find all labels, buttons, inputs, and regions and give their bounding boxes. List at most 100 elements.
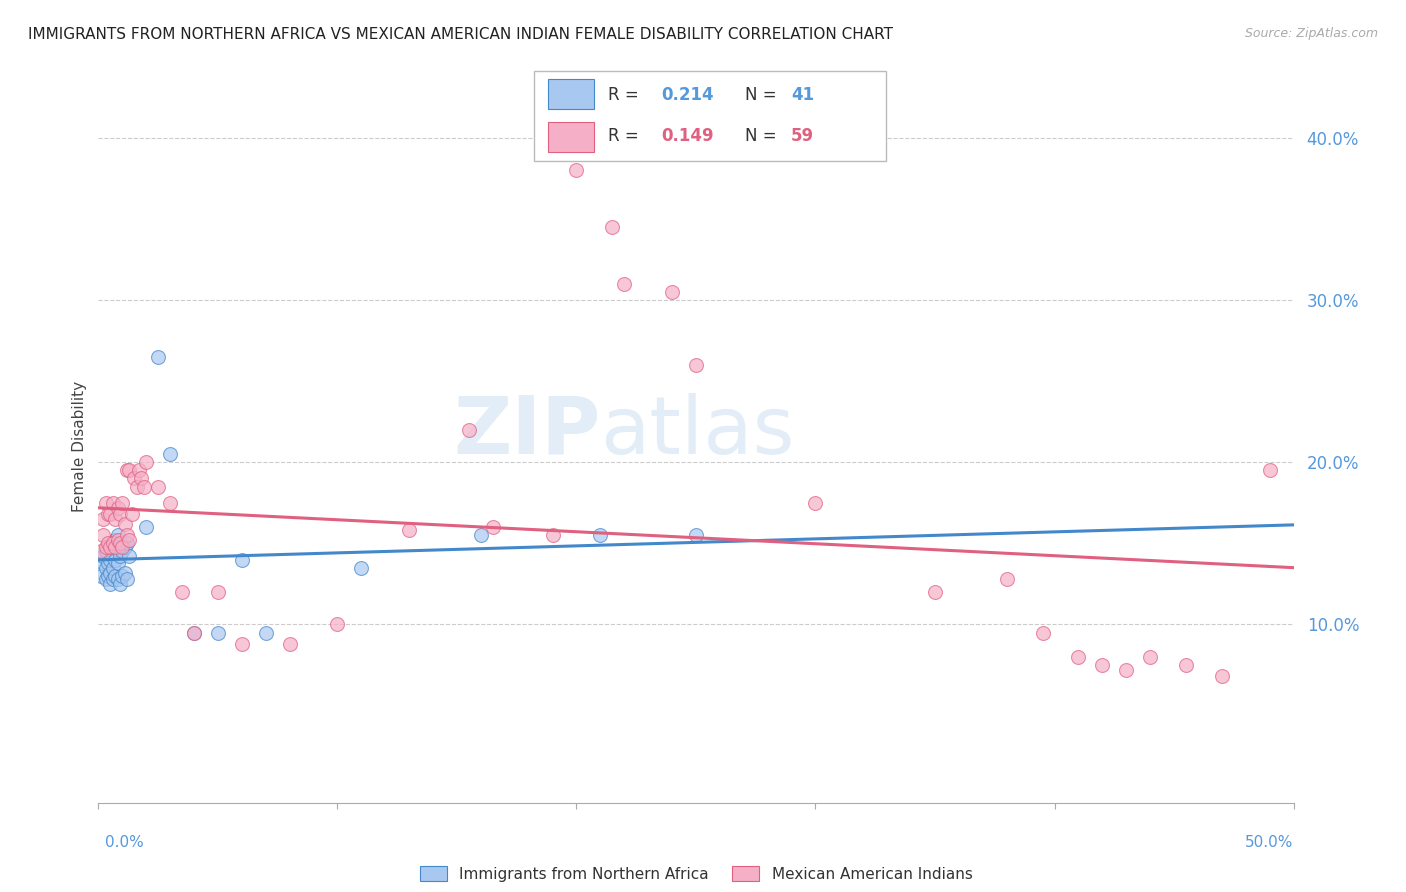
Point xyxy=(101,536,124,550)
Point xyxy=(159,447,181,461)
Point xyxy=(91,549,114,564)
Point xyxy=(97,536,120,550)
Point xyxy=(481,520,505,534)
Point xyxy=(104,540,127,554)
Point xyxy=(121,507,143,521)
Point xyxy=(104,512,127,526)
Point xyxy=(231,552,253,566)
Point xyxy=(97,568,120,582)
Point xyxy=(600,220,623,235)
Text: N =: N = xyxy=(745,86,782,103)
Point xyxy=(107,528,129,542)
Point xyxy=(661,285,683,299)
Point xyxy=(98,577,122,591)
Point xyxy=(125,479,148,493)
Point xyxy=(1032,625,1054,640)
Point xyxy=(94,572,117,586)
Point xyxy=(97,540,120,554)
Point xyxy=(108,507,131,521)
Point xyxy=(207,585,229,599)
Point xyxy=(148,479,170,493)
Point xyxy=(94,544,117,558)
Point xyxy=(1139,649,1161,664)
Point xyxy=(94,496,117,510)
Point xyxy=(101,560,124,574)
Point xyxy=(685,358,707,372)
Point xyxy=(128,463,150,477)
Point xyxy=(114,540,136,554)
Point xyxy=(124,471,146,485)
FancyBboxPatch shape xyxy=(534,71,886,161)
Text: R =: R = xyxy=(609,128,644,145)
Point xyxy=(118,533,141,547)
Text: atlas: atlas xyxy=(600,392,794,471)
Point xyxy=(114,566,136,580)
Point xyxy=(101,536,124,550)
Point xyxy=(111,540,134,554)
Text: ZIP: ZIP xyxy=(453,392,600,471)
Text: N =: N = xyxy=(745,128,782,145)
Point xyxy=(114,516,136,531)
Y-axis label: Female Disability: Female Disability xyxy=(72,380,87,512)
Point xyxy=(159,496,181,510)
Point xyxy=(111,496,134,510)
Point xyxy=(90,544,112,558)
Text: 59: 59 xyxy=(790,128,814,145)
Point xyxy=(104,552,127,566)
Point xyxy=(118,549,141,564)
Text: 50.0%: 50.0% xyxy=(1246,836,1294,850)
Point xyxy=(350,560,373,574)
Point xyxy=(90,568,112,582)
Bar xyxy=(548,79,593,109)
Point xyxy=(131,471,153,485)
Point xyxy=(97,507,120,521)
Point xyxy=(326,617,349,632)
Point xyxy=(1211,669,1233,683)
Point xyxy=(115,572,138,586)
Point xyxy=(91,512,114,526)
Point xyxy=(98,552,122,566)
Point xyxy=(565,163,588,178)
Point xyxy=(172,585,194,599)
Point xyxy=(685,528,707,542)
Text: 0.0%: 0.0% xyxy=(105,836,145,850)
Text: 41: 41 xyxy=(790,86,814,103)
Point xyxy=(118,463,141,477)
Point xyxy=(107,500,129,515)
Point xyxy=(589,528,612,542)
Point xyxy=(1175,657,1198,672)
Bar xyxy=(548,122,593,152)
Text: Source: ZipAtlas.com: Source: ZipAtlas.com xyxy=(1244,27,1378,40)
Point xyxy=(107,533,129,547)
Point xyxy=(924,585,946,599)
Text: IMMIGRANTS FROM NORTHERN AFRICA VS MEXICAN AMERICAN INDIAN FEMALE DISABILITY COR: IMMIGRANTS FROM NORTHERN AFRICA VS MEXIC… xyxy=(28,27,893,42)
Text: 0.214: 0.214 xyxy=(661,86,713,103)
Point xyxy=(541,528,564,542)
Point xyxy=(101,496,124,510)
Point xyxy=(108,536,131,550)
Point xyxy=(115,463,138,477)
Point xyxy=(183,625,205,640)
Point xyxy=(183,625,205,640)
Point xyxy=(108,549,131,564)
Point xyxy=(231,637,253,651)
Point xyxy=(104,568,127,582)
Point xyxy=(278,637,301,651)
Point xyxy=(148,350,170,364)
Point xyxy=(98,540,122,554)
Point xyxy=(94,540,117,554)
Point xyxy=(1258,463,1281,477)
Point xyxy=(111,544,134,558)
Point xyxy=(1115,663,1137,677)
Point xyxy=(115,536,138,550)
Point xyxy=(98,507,122,521)
Point xyxy=(135,520,157,534)
Point xyxy=(254,625,277,640)
Point xyxy=(135,455,157,469)
Point xyxy=(107,556,129,570)
Point xyxy=(111,568,134,582)
Text: R =: R = xyxy=(609,86,644,103)
Point xyxy=(804,496,827,510)
Point xyxy=(108,577,131,591)
Point xyxy=(132,479,155,493)
